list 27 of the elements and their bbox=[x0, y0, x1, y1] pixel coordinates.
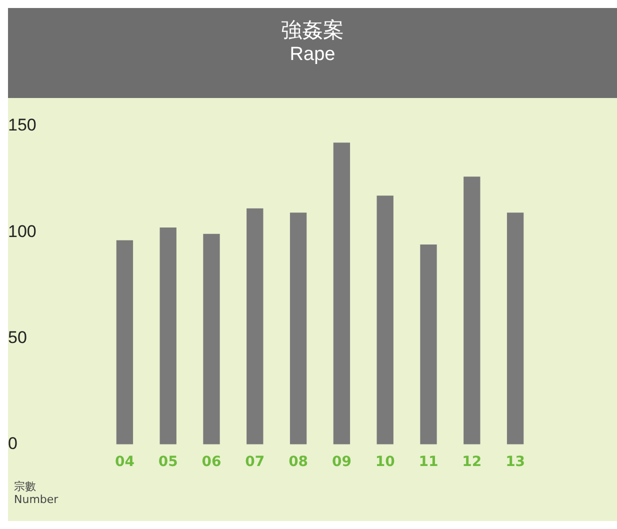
y-tick-label: 50 bbox=[8, 328, 27, 347]
bar bbox=[464, 176, 480, 444]
bar bbox=[246, 208, 264, 444]
chart-title: 強姦案 bbox=[280, 17, 345, 44]
bar bbox=[290, 212, 307, 444]
y-tick-label: 100 bbox=[8, 222, 36, 241]
bar bbox=[420, 244, 437, 444]
y-axis-title: 宗數 Number bbox=[14, 480, 58, 506]
x-tick-label: 07 bbox=[245, 454, 265, 470]
chart-subtitle: Rape bbox=[288, 44, 336, 66]
x-tick-label: 04 bbox=[114, 454, 135, 470]
bar bbox=[203, 234, 220, 444]
x-tick-label: 05 bbox=[158, 454, 178, 470]
x-tick-label: 06 bbox=[202, 454, 222, 470]
x-tick-label: 12 bbox=[462, 454, 482, 470]
x-tick-label: 11 bbox=[418, 454, 438, 470]
y-tick-label: 150 bbox=[8, 116, 36, 135]
x-tick-label: 10 bbox=[375, 454, 396, 470]
x-tick-label: 13 bbox=[506, 454, 526, 470]
bar bbox=[160, 227, 176, 444]
bar bbox=[376, 196, 394, 444]
bar bbox=[506, 212, 524, 444]
bar bbox=[116, 240, 134, 444]
y-tick-label: 0 bbox=[8, 434, 18, 453]
bar bbox=[333, 142, 350, 444]
x-tick-label: 08 bbox=[288, 454, 308, 470]
x-tick-label: 09 bbox=[332, 454, 352, 470]
